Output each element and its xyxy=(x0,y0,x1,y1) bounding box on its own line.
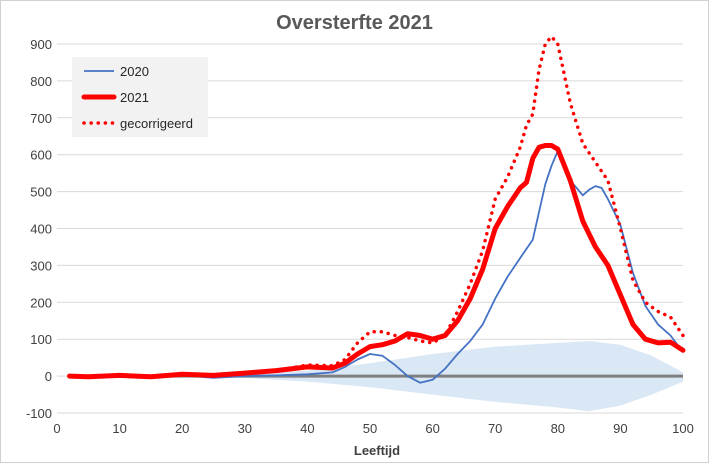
y-tick-label-700: 700 xyxy=(30,111,52,126)
x-tick-label-90: 90 xyxy=(613,421,627,436)
x-tick-label-10: 10 xyxy=(112,421,126,436)
legend-label-gecorrigeerd: gecorrigeerd xyxy=(120,116,193,131)
y-tick-label-0: 0 xyxy=(45,369,52,384)
y-tick-label-400: 400 xyxy=(30,222,52,237)
x-tick-label-100: 100 xyxy=(672,421,694,436)
y-tick-label-100: 100 xyxy=(30,332,52,347)
x-tick-label-80: 80 xyxy=(551,421,565,436)
y-tick-label-800: 800 xyxy=(30,74,52,89)
y-tick-label-500: 500 xyxy=(30,185,52,200)
series-lines xyxy=(67,34,686,384)
legend-label-2020: 2020 xyxy=(120,64,149,79)
y-tick-label-300: 300 xyxy=(30,258,52,273)
y-tick-label-minus-100: -100 xyxy=(26,406,52,421)
series-line-2021 xyxy=(67,143,686,380)
x-tick-label-0: 0 xyxy=(53,421,60,436)
x-tick-label-50: 50 xyxy=(363,421,377,436)
y-tick-label-900: 900 xyxy=(30,37,52,52)
x-tick-label-30: 30 xyxy=(238,421,252,436)
x-tick-label-20: 20 xyxy=(175,421,189,436)
y-tick-label-200: 200 xyxy=(30,295,52,310)
x-tick-label-70: 70 xyxy=(488,421,502,436)
x-axis-label: Leeftijd xyxy=(354,443,400,458)
y-tick-label-600: 600 xyxy=(30,148,52,163)
legend: 2020 2021 gecorrigeerd xyxy=(72,57,208,137)
legend-label-2021: 2021 xyxy=(120,90,149,105)
x-tick-label-40: 40 xyxy=(300,421,314,436)
chart-title: Oversterfte 2021 xyxy=(276,12,433,34)
x-axis-ticks: 0 10 20 30 40 50 60 70 80 90 100 xyxy=(53,421,693,436)
x-tick-label-60: 60 xyxy=(425,421,439,436)
y-axis-ticks: -100 0 100 200 300 400 500 600 700 800 900 xyxy=(26,37,52,421)
series-line-2020 xyxy=(69,150,684,384)
